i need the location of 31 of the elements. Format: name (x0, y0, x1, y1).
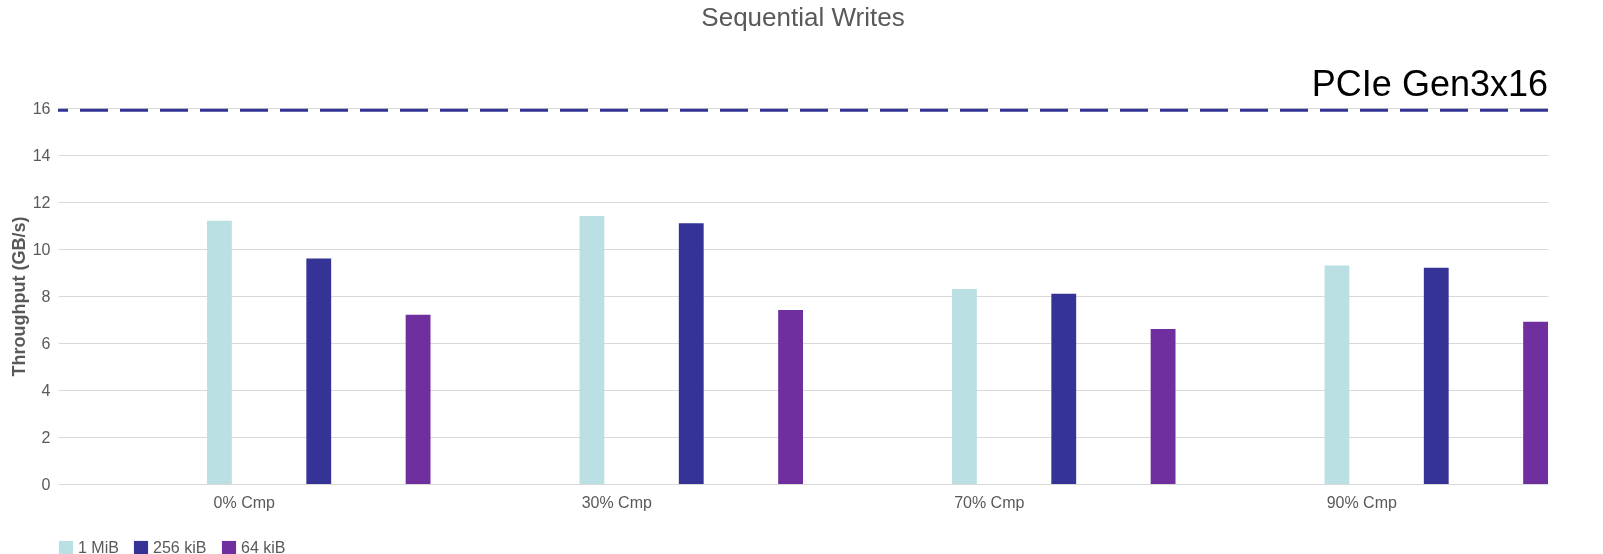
y-tick-label: 6 (41, 334, 51, 352)
y-tick-label: 12 (32, 193, 51, 211)
chart-title: Sequential Writes (701, 2, 905, 33)
legend-label: 256 kiB (153, 539, 207, 554)
legend-label: 1 MiB (78, 539, 119, 554)
y-tick-label: 8 (41, 287, 51, 305)
bar (1051, 293, 1077, 484)
bar (207, 220, 232, 484)
y-tick-label: 4 (41, 381, 51, 399)
y-tick-label: 2 (41, 428, 51, 446)
x-tick-label: 90% Cmp (1326, 493, 1397, 511)
x-tick-label: 30% Cmp (581, 493, 652, 511)
y-axis-title: Throughput (GB/s) (8, 216, 29, 377)
bar (1423, 267, 1449, 484)
bar (778, 310, 803, 484)
bar (678, 223, 704, 484)
legend-label: 64 kiB (241, 539, 286, 554)
x-tick-label: 70% Cmp (954, 493, 1025, 511)
bar (405, 314, 431, 484)
bar (1150, 328, 1176, 484)
bar (952, 288, 977, 484)
bar (1523, 321, 1548, 484)
bar (306, 258, 332, 484)
ref-line-label: PCIe Gen3x16 (1311, 63, 1548, 105)
y-tick-label: 0 (41, 475, 51, 493)
y-tick-label: 16 (32, 99, 51, 117)
bar (579, 216, 605, 484)
bar (1324, 265, 1350, 484)
x-tick-label: 0% Cmp (213, 493, 276, 511)
y-tick-label: 14 (32, 146, 51, 164)
y-tick-label: 10 (32, 240, 51, 258)
